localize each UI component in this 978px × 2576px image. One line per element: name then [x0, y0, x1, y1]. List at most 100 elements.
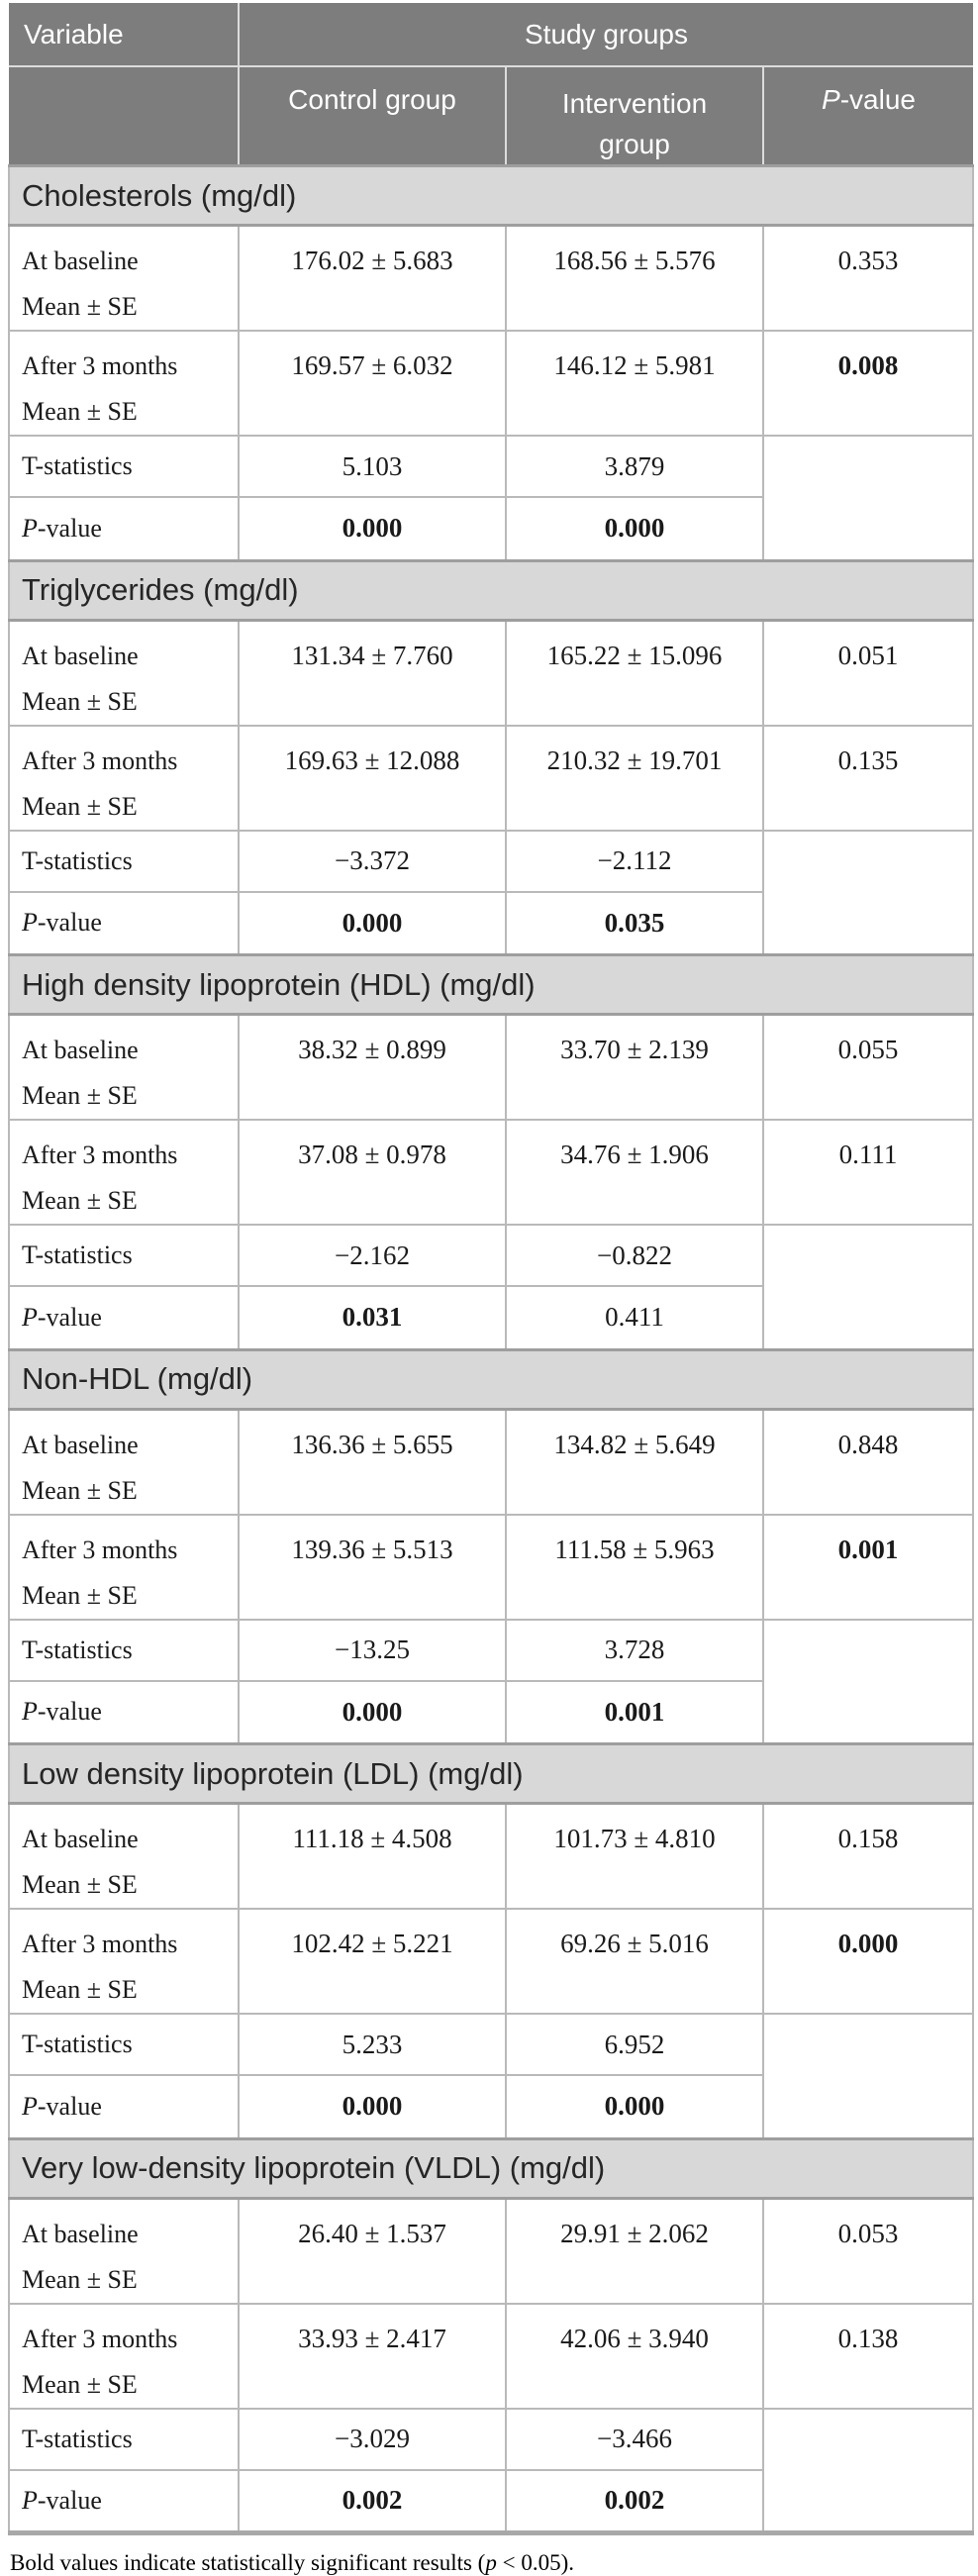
- after-label-line-2: Mean ± SE: [22, 1186, 138, 1216]
- p-value-italic-letter: P: [822, 84, 840, 115]
- section-1-baseline-intervention-value: 168.56 ± 5.576: [505, 224, 764, 333]
- baseline-label-line-2: Mean ± SE: [22, 292, 138, 322]
- header-study-groups: Study groups: [239, 3, 974, 67]
- section-1-pvalue-control-value: 0.000: [238, 496, 507, 562]
- row-label-baseline: At baseline Mean ± SE: [8, 619, 240, 727]
- section-6-baseline-intervention-value: 29.91 ± 2.062: [505, 2197, 764, 2305]
- after-label-line-2: Mean ± SE: [22, 2369, 138, 2399]
- section-5-title: Low density lipoprotein (LDL) (mg/dl): [7, 1742, 975, 1806]
- after-label-line-1: After 3 months: [22, 745, 178, 775]
- section-1-baseline-control-value: 176.02 ± 5.683: [238, 224, 507, 333]
- section-2-tstat-control-value: −3.372: [238, 829, 507, 893]
- section-2-after-intervention-value: 210.32 ± 19.701: [505, 724, 764, 832]
- section-4-tstatistics-row: T-statistics −13.25 3.728: [8, 1618, 975, 1745]
- section-3-title: High density lipoprotein (HDL) (mg/dl): [7, 953, 975, 1017]
- section-5-after-intervention-value: 69.26 ± 5.016: [505, 1908, 764, 2016]
- row-label-baseline: At baseline Mean ± SE: [8, 1802, 240, 1911]
- row-label-pvalue: P-value: [8, 890, 240, 956]
- section-6-pvalue-row: P-value 0.002 0.002: [8, 2468, 973, 2534]
- section-4-header-row: Non-HDL (mg/dl): [7, 1347, 975, 1411]
- row-label-baseline: At baseline Mean ± SE: [8, 224, 240, 333]
- row-label-tstatistics: T-statistics: [8, 1224, 240, 1288]
- section-1-pvalue-merged-empty-cell: [761, 435, 975, 562]
- pvalue-label-rest: -value: [37, 2485, 102, 2515]
- study-groups-table: Variable Study groups Control group Inte…: [7, 3, 975, 2536]
- after-label-line-2: Mean ± SE: [22, 1975, 138, 2005]
- section-1-after-intervention-value: 146.12 ± 5.981: [505, 330, 764, 438]
- section-1-pvalue-row: P-value 0.000 0.000: [8, 496, 973, 562]
- section-4-after-row: After 3 months Mean ± SE 139.36 ± 5.513 111…: [8, 1513, 975, 1621]
- after-label-line-1: After 3 months: [22, 2324, 178, 2353]
- section-4-pvalue-control-value: 0.000: [238, 1679, 507, 1745]
- section-4-after-intervention-value: 111.58 ± 5.963: [505, 1513, 764, 1621]
- row-label-tstatistics: T-statistics: [8, 1618, 240, 1682]
- section-5-pvalue-intervention-value: 0.000: [505, 2074, 764, 2140]
- pvalue-label-rest: -value: [37, 2091, 102, 2121]
- section-2-pvalue-row: P-value 0.000 0.035: [8, 890, 973, 956]
- pvalue-label-italic-letter: P: [22, 1302, 38, 1332]
- section-4-pvalue-merged-empty-cell: [761, 1618, 975, 1745]
- section-3-tstatistics-row: T-statistics −2.162 −0.822: [8, 1224, 975, 1351]
- section-2-baseline-intervention-value: 165.22 ± 15.096: [505, 619, 764, 727]
- section-6-after-row: After 3 months Mean ± SE 33.93 ± 2.417 42.0…: [8, 2302, 975, 2410]
- row-label-baseline: At baseline Mean ± SE: [8, 2197, 240, 2305]
- section-3-pvalue-control-value: 0.031: [238, 1285, 507, 1351]
- section-4-baseline-intervention-value: 134.82 ± 5.649: [505, 1408, 764, 1516]
- header-row-1: Variable Study groups: [9, 3, 974, 67]
- baseline-label-line-1: At baseline: [22, 2219, 139, 2248]
- baseline-label-line-1: At baseline: [22, 1430, 139, 1459]
- pvalue-label-italic-letter: P: [22, 908, 38, 938]
- baseline-label-line-1: At baseline: [22, 1036, 139, 1065]
- after-label-line-2: Mean ± SE: [22, 397, 138, 427]
- section-2-after-row: After 3 months Mean ± SE 169.63 ± 12.088 21…: [8, 724, 975, 832]
- section-1-baseline-p-value: 0.353: [761, 224, 975, 333]
- pvalue-label-italic-letter: P: [22, 513, 38, 543]
- row-label-after: After 3 months Mean ± SE: [8, 330, 240, 438]
- section-3-after-intervention-value: 34.76 ± 1.906: [505, 1119, 764, 1227]
- section-6-title: Very low-density lipoprotein (VLDL) (mg/…: [7, 2136, 975, 2200]
- section-6-tstat-control-value: −3.029: [238, 2407, 507, 2471]
- section-3-after-row: After 3 months Mean ± SE 37.08 ± 0.978 34.7…: [8, 1119, 975, 1227]
- section-4-after-p-value: 0.001: [761, 1513, 975, 1621]
- section-3-after-control-value: 37.08 ± 0.978: [238, 1119, 507, 1227]
- pvalue-label-rest: -value: [37, 1697, 102, 1727]
- section-2-after-control-value: 169.63 ± 12.088: [238, 724, 507, 832]
- header-empty-cell: [9, 66, 240, 166]
- section-2-baseline-control-value: 131.34 ± 7.760: [238, 619, 507, 727]
- footnote-text-post: < 0.05).: [496, 2550, 574, 2576]
- row-label-pvalue: P-value: [8, 2074, 240, 2140]
- section-6-after-p-value: 0.138: [761, 2302, 975, 2410]
- section-2-baseline-row: At baseline Mean ± SE 131.34 ± 7.760 165.22…: [8, 619, 975, 727]
- header-row-2: Control group Intervention group P-value: [9, 66, 974, 166]
- section-2-baseline-p-value: 0.051: [761, 619, 975, 727]
- section-4-title: Non-HDL (mg/dl): [7, 1347, 975, 1411]
- section-6-baseline-p-value: 0.053: [761, 2197, 975, 2305]
- header-control-group: Control group: [239, 66, 507, 166]
- section-3-baseline-control-value: 38.32 ± 0.899: [238, 1013, 507, 1122]
- pvalue-label-italic-letter: P: [22, 2485, 38, 2515]
- baseline-label-line-2: Mean ± SE: [22, 1081, 138, 1111]
- row-label-pvalue: P-value: [8, 1285, 240, 1351]
- section-2-title: Triglycerides (mg/dl): [7, 558, 975, 622]
- section-6-after-control-value: 33.93 ± 2.417: [238, 2302, 507, 2410]
- section-3-header-row: High density lipoprotein (HDL) (mg/dl): [7, 953, 975, 1017]
- section-3-baseline-p-value: 0.055: [761, 1013, 975, 1122]
- table-body: Cholesterols (mg/dl) At baseline Mean ± SE…: [7, 164, 975, 2534]
- section-4-baseline-p-value: 0.848: [761, 1408, 975, 1516]
- section-3-pvalue-merged-empty-cell: [761, 1224, 975, 1351]
- header-intervention-group: Intervention group: [506, 66, 764, 166]
- section-4-after-control-value: 139.36 ± 5.513: [238, 1513, 507, 1621]
- section-2-header-row: Triglycerides (mg/dl): [7, 558, 975, 622]
- section-6-tstatistics-row: T-statistics −3.029 −3.466: [8, 2407, 975, 2534]
- section-5-after-p-value: 0.000: [761, 1908, 975, 2016]
- section-6-pvalue-intervention-value: 0.002: [505, 2468, 764, 2534]
- section-2-tstat-intervention-value: −2.112: [505, 829, 764, 893]
- section-5-pvalue-merged-empty-cell: [761, 2013, 975, 2140]
- table-footnote: Bold values indicate statistically signi…: [8, 2550, 972, 2576]
- row-label-pvalue: P-value: [8, 496, 240, 562]
- row-label-tstatistics: T-statistics: [8, 829, 240, 893]
- baseline-label-line-1: At baseline: [22, 641, 139, 670]
- after-label-line-1: After 3 months: [22, 1535, 178, 1564]
- section-5-after-control-value: 102.42 ± 5.221: [238, 1908, 507, 2016]
